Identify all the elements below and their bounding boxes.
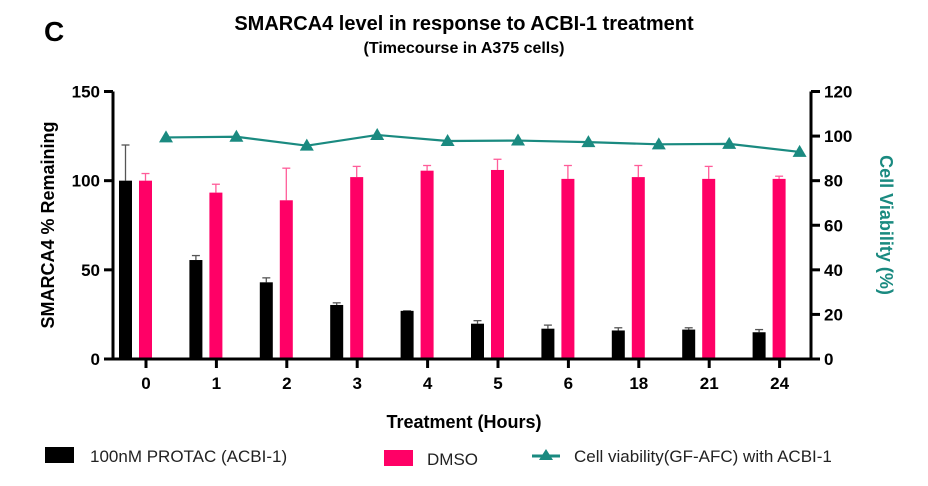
x-tick-label: 2 <box>282 374 291 393</box>
legend-label-dmso: DMSO <box>427 450 478 469</box>
bar-dmso <box>561 178 575 359</box>
legend: 100nM PROTAC (ACBI-1) DMSO Cell viabilit… <box>45 447 832 469</box>
bar-protac <box>189 260 203 359</box>
bar-dmso <box>209 192 223 359</box>
y-tick-label: 100 <box>72 172 100 191</box>
bar-protac <box>119 180 132 359</box>
bar-dmso <box>491 169 504 359</box>
x-tick-label: 3 <box>352 374 361 393</box>
x-axis-label: Treatment (Hours) <box>386 412 541 432</box>
y-tick-label: 50 <box>81 261 100 280</box>
x-tick-label: 18 <box>629 374 648 393</box>
x-tick-label: 5 <box>493 374 502 393</box>
x-tick-label: 4 <box>423 374 433 393</box>
viability-point <box>440 133 455 146</box>
y2-tick-label: 80 <box>824 172 843 191</box>
y-tick-label: 0 <box>91 350 100 369</box>
y2-axis-label: Cell Viability (%) <box>876 155 896 295</box>
y2-tick-label: 40 <box>824 261 843 280</box>
x-tick-label: 0 <box>141 374 150 393</box>
bar-protac <box>682 329 696 359</box>
bar-protac <box>330 304 344 359</box>
legend-label-protac: 100nM PROTAC (ACBI-1) <box>90 447 287 466</box>
bar-dmso <box>139 180 152 359</box>
chart-subtitle: (Timecourse in A375 cells) <box>364 40 565 57</box>
legend-swatch-dmso <box>384 450 413 466</box>
bar-dmso <box>420 170 434 359</box>
bar-protac <box>752 332 766 359</box>
y2-tick-label: 60 <box>824 216 843 235</box>
bar-dmso <box>350 177 364 359</box>
x-tick-label: 24 <box>770 374 789 393</box>
bar-dmso <box>631 177 645 359</box>
bar-dmso <box>772 178 786 359</box>
y2-tick-label: 100 <box>824 127 852 146</box>
legend-label-viability: Cell viability(GF-AFC) with ACBI-1 <box>574 447 832 466</box>
panel-label: C <box>44 16 64 47</box>
viability-point <box>792 144 807 157</box>
viability-line <box>165 133 800 154</box>
chart-title: SMARCA4 level in response to ACBI-1 trea… <box>234 13 694 35</box>
x-tick-label: 1 <box>212 374 221 393</box>
y2-tick-label: 120 <box>824 83 852 102</box>
bar-dmso <box>279 200 293 359</box>
y2-tick-label: 0 <box>824 350 833 369</box>
y-axis-label: SMARCA4 % Remaining <box>38 121 58 328</box>
viability-point <box>722 136 737 149</box>
bar-protac <box>400 310 414 359</box>
y2-tick-label: 20 <box>824 305 843 324</box>
viability-point <box>299 138 314 151</box>
legend-marker-viability <box>539 449 553 460</box>
viability-point <box>159 130 173 143</box>
viability-point <box>511 133 525 146</box>
bar-protac <box>541 328 555 359</box>
viability-point <box>651 137 666 150</box>
y-tick-label: 150 <box>72 83 100 102</box>
bar-protac <box>611 330 625 359</box>
x-tick-label: 6 <box>564 374 573 393</box>
viability-point <box>370 127 385 140</box>
bar-dmso <box>702 178 716 359</box>
viability-point <box>581 135 596 148</box>
legend-swatch-protac <box>45 447 74 463</box>
bar-protac <box>259 282 273 359</box>
bar-protac <box>471 323 484 359</box>
x-tick-label: 21 <box>700 374 719 393</box>
viability-point <box>229 129 244 142</box>
